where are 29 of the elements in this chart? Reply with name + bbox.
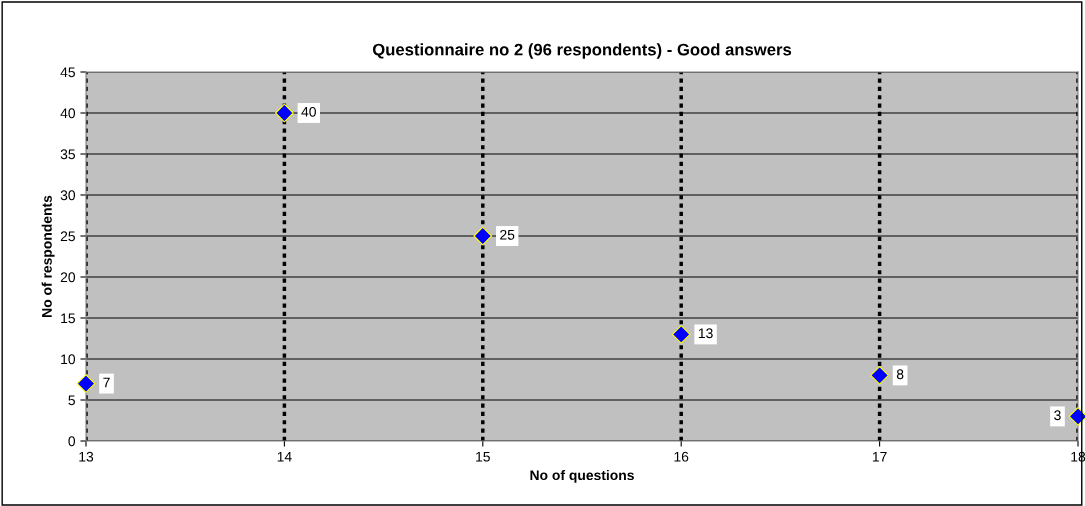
y-tick-label: 0 (68, 436, 76, 447)
chart-title: Questionnaire no 2 (96 respondents) - Good answers (372, 43, 792, 59)
point (76, 374, 96, 393)
x-tick-label: 15 (476, 451, 490, 462)
x-tick-label: 13 (79, 451, 94, 462)
point (671, 325, 691, 344)
point (473, 226, 493, 246)
y-tick-label: 40 (60, 108, 76, 119)
point (870, 366, 889, 385)
x-tick-label: 14 (277, 451, 292, 462)
y-tick-label: 35 (60, 149, 75, 160)
data-label: 25 (500, 229, 515, 240)
y-tick-label: 15 (61, 313, 75, 324)
data-label: 13 (698, 328, 713, 339)
data-label: 7 (103, 377, 110, 388)
data-label: 8 (896, 369, 904, 380)
y-axis-title: No of respondents (41, 195, 55, 317)
y-tick-label: 25 (60, 231, 75, 242)
point (275, 103, 294, 123)
data-label: 40 (301, 106, 316, 117)
y-tick-label: 30 (60, 190, 76, 201)
x-tick-label: 16 (674, 451, 689, 462)
data-label: 3 (1054, 410, 1061, 421)
y-tick-label: 5 (68, 395, 75, 406)
y-tick-label: 20 (60, 272, 76, 283)
y-tick-label: 45 (60, 67, 75, 78)
x-tick-label: 17 (872, 451, 887, 462)
x-axis-title: No of questions (530, 469, 634, 483)
y-tick-label: 10 (61, 354, 76, 365)
